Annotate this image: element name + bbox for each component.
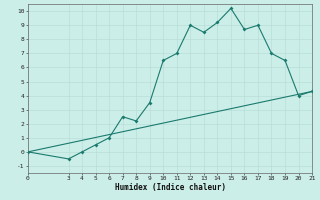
X-axis label: Humidex (Indice chaleur): Humidex (Indice chaleur) bbox=[115, 183, 226, 192]
